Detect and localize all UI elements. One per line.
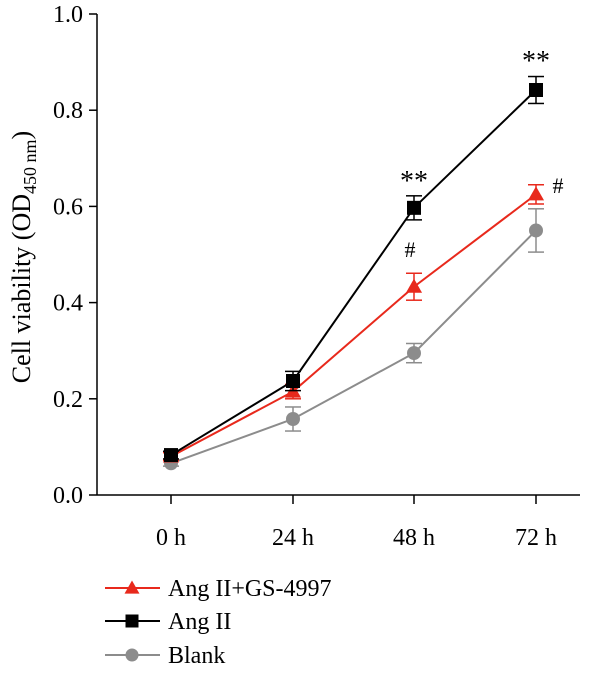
y-tick-label: 0.4 <box>53 291 83 317</box>
x-axis-ticks: 0 h 24 h 48 h 72 h <box>156 495 557 551</box>
x-tick-label: 0 h <box>156 525 186 551</box>
y-tick-label: 1.0 <box>53 2 83 28</box>
significance-annotation: # <box>405 237 416 262</box>
data-point <box>405 278 423 293</box>
legend-item: Blank <box>105 643 225 669</box>
y-tick-label: 0.2 <box>53 387 83 413</box>
series-ang-ii-gs-4997 <box>162 184 545 463</box>
data-point <box>407 346 421 361</box>
series-layer: # # ** ** <box>162 46 564 471</box>
legend-label: Blank <box>168 643 225 669</box>
data-point <box>286 412 300 427</box>
x-tick-label: 72 h <box>515 525 557 551</box>
series-line <box>170 89 537 456</box>
y-tick-label: 0.8 <box>53 98 83 124</box>
data-point <box>164 448 178 463</box>
y-axis-label: Cell viability (OD450 nm) <box>7 131 40 383</box>
x-tick-label: 48 h <box>393 525 435 551</box>
y-tick-label: 0.6 <box>53 194 83 220</box>
series-line <box>170 193 537 458</box>
data-point <box>529 82 543 97</box>
legend-item: Ang II+GS-4997 <box>105 576 332 602</box>
data-point <box>527 186 545 201</box>
data-point <box>286 374 300 389</box>
significance-annotation: ** <box>400 166 428 197</box>
series-ang-ii <box>163 75 544 463</box>
y-tick-label: 0.0 <box>53 483 83 509</box>
y-axis-ticks: 0.0 0.2 0.4 0.6 0.8 1.0 <box>53 2 97 509</box>
legend-label: Ang II <box>168 609 231 635</box>
legend-marker <box>125 648 139 662</box>
data-point <box>407 200 421 215</box>
data-point <box>529 223 543 238</box>
significance-annotation: # <box>553 173 564 198</box>
significance-annotation: ** <box>522 46 550 77</box>
legend: Ang II+GS-4997 Ang II Blank <box>105 576 332 669</box>
axes <box>96 14 580 496</box>
legend-marker <box>124 580 140 594</box>
series-line <box>170 229 537 465</box>
series-blank <box>163 208 544 471</box>
legend-marker <box>125 614 139 628</box>
legend-item: Ang II <box>105 609 231 635</box>
x-tick-label: 24 h <box>272 525 314 551</box>
legend-label: Ang II+GS-4997 <box>168 576 332 602</box>
